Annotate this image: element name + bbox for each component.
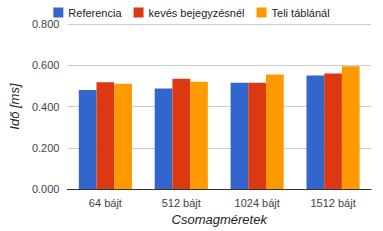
svg-text:0.600: 0.600 xyxy=(32,59,60,71)
svg-text:kevés bejegyzésnél: kevés bejegyzésnél xyxy=(149,7,245,19)
svg-text:0.000: 0.000 xyxy=(32,183,60,195)
svg-text:1512 bájt: 1512 bájt xyxy=(310,197,355,209)
svg-text:Teli táblánál: Teli táblánál xyxy=(272,7,330,19)
svg-text:64 bájt: 64 bájt xyxy=(89,197,122,209)
svg-text:Referencia: Referencia xyxy=(68,7,122,19)
svg-text:1024 bájt: 1024 bájt xyxy=(235,197,280,209)
svg-text:0.800: 0.800 xyxy=(32,18,60,30)
svg-text:0.400: 0.400 xyxy=(32,101,60,113)
svg-text:0.200: 0.200 xyxy=(32,142,60,154)
svg-text:Idő [ms]: Idő [ms] xyxy=(7,83,22,130)
svg-text:Csomagméretek: Csomagméretek xyxy=(172,212,269,227)
svg-text:512 bájt: 512 bájt xyxy=(162,197,201,209)
